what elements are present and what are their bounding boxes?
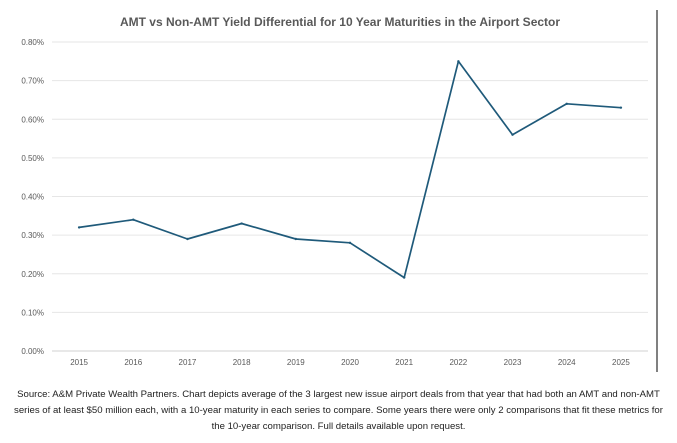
y-tick-label: 0.50% [21, 154, 44, 163]
x-tick-label: 2019 [287, 358, 305, 367]
data-point [511, 133, 514, 136]
y-tick-label: 0.70% [21, 77, 44, 86]
y-tick-label: 0.80% [21, 38, 44, 47]
y-tick-label: 0.00% [21, 347, 44, 356]
data-point [240, 222, 243, 225]
y-tick-label: 0.30% [21, 231, 44, 240]
x-tick-label: 2022 [449, 358, 467, 367]
y-tick-label: 0.10% [21, 308, 44, 317]
x-tick-label: 2025 [612, 358, 630, 367]
x-tick-label: 2018 [233, 358, 251, 367]
data-point [348, 241, 352, 245]
x-tick-label: 2024 [558, 358, 576, 367]
data-point [294, 237, 298, 241]
data-point [402, 276, 406, 279]
y-axis-ticks: 0.00% 0.10% 0.20% 0.30% 0.40% 0.50% 0.60% 0.70%… [21, 38, 44, 356]
x-axis-ticks: 2015 2016 2017 2018 2019 2020 2021 2022 2023 2024… [70, 358, 630, 367]
y-tick-label: 0.40% [21, 193, 44, 202]
data-point [457, 60, 460, 63]
x-tick-label: 2016 [124, 358, 142, 367]
source-caption: Source: A&M Private Wealth Partners. Cha… [14, 389, 663, 432]
x-tick-label: 2021 [395, 358, 413, 367]
series-line-0 [78, 60, 621, 279]
x-tick-label: 2020 [341, 358, 359, 367]
x-tick-label: 2015 [70, 358, 88, 367]
data-point [77, 226, 81, 229]
x-tick-label: 2017 [179, 358, 197, 367]
data-point [619, 106, 623, 109]
y-tick-label: 0.20% [21, 270, 44, 279]
x-tick-label: 2023 [504, 358, 522, 367]
data-point [132, 218, 135, 221]
chart-title: AMT vs Non-AMT Yield Differential for 10… [120, 15, 560, 29]
gridlines [52, 41, 648, 352]
series-group [77, 60, 623, 279]
data-point [565, 102, 568, 106]
data-point [186, 237, 189, 241]
y-tick-label: 0.60% [21, 115, 44, 124]
